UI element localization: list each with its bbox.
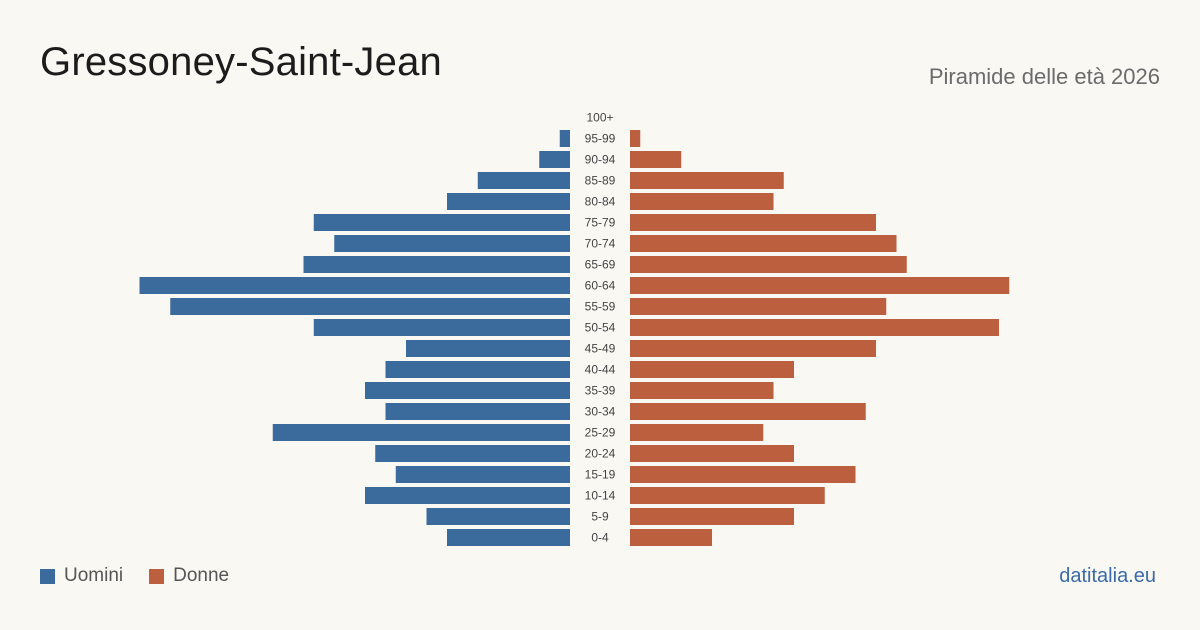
bar-women-90-94 [630, 151, 682, 168]
bar-men-55-59 [170, 298, 570, 315]
bar-women-35-39 [630, 382, 774, 399]
age-label: 75-79 [585, 216, 616, 230]
bar-women-80-84 [630, 193, 774, 210]
bar-men-25-29 [272, 424, 570, 441]
bar-men-70-74 [334, 235, 570, 252]
age-label: 5-9 [591, 510, 609, 524]
bar-men-75-79 [313, 214, 570, 231]
bar-women-75-79 [630, 214, 876, 231]
age-label: 35-39 [585, 384, 616, 398]
age-label: 85-89 [585, 174, 616, 188]
bar-women-85-89 [630, 172, 784, 189]
legend: Uomini Donne [40, 565, 229, 587]
bar-men-5-9 [426, 508, 570, 525]
bar-men-0-4 [447, 529, 570, 546]
age-label: 20-24 [585, 447, 616, 461]
bar-women-30-34 [630, 403, 866, 420]
legend-label-women: Donne [173, 565, 230, 586]
age-label: 60-64 [585, 279, 616, 293]
bar-women-55-59 [630, 298, 887, 315]
bar-men-30-34 [385, 403, 570, 420]
bar-men-90-94 [539, 151, 570, 168]
age-label: 80-84 [585, 195, 616, 209]
bar-men-65-69 [303, 256, 570, 273]
age-label: 25-29 [585, 426, 616, 440]
age-label: 95-99 [585, 132, 616, 146]
legend-swatch-women [149, 568, 165, 584]
bar-women-95-99 [630, 130, 641, 147]
age-label: 30-34 [585, 405, 616, 419]
age-label: 50-54 [585, 321, 616, 335]
bar-women-15-19 [630, 466, 856, 483]
age-label: 90-94 [585, 153, 616, 167]
bar-women-65-69 [630, 256, 907, 273]
chart-subtitle: Piramide delle età 2026 [928, 64, 1160, 89]
bar-men-80-84 [447, 193, 570, 210]
site-link[interactable]: datitalia.eu [1059, 565, 1156, 587]
bar-men-20-24 [375, 445, 570, 462]
bar-women-0-4 [630, 529, 712, 546]
bar-women-20-24 [630, 445, 794, 462]
bar-women-50-54 [630, 319, 999, 336]
age-label: 45-49 [585, 342, 616, 356]
bar-men-40-44 [385, 361, 570, 378]
population-pyramid-chart: 100+ 95-99 90-94 85-89 80-84 75-79 70-74 65-69 6… [139, 111, 1010, 546]
page-title: Gressoney-Saint-Jean [40, 40, 442, 84]
bar-men-50-54 [313, 319, 570, 336]
bar-men-15-19 [395, 466, 570, 483]
age-label: 70-74 [585, 237, 616, 251]
bar-women-70-74 [630, 235, 897, 252]
age-label: 10-14 [585, 489, 616, 503]
bar-women-60-64 [630, 277, 1010, 294]
age-label: 55-59 [585, 300, 616, 314]
age-label: 100+ [586, 111, 613, 125]
bar-men-95-99 [559, 130, 570, 147]
bar-women-40-44 [630, 361, 794, 378]
bar-men-35-39 [365, 382, 570, 399]
bar-women-45-49 [630, 340, 876, 357]
age-label: 15-19 [585, 468, 616, 482]
legend-item-women: Donne [149, 565, 229, 587]
bar-men-10-14 [365, 487, 570, 504]
bar-women-25-29 [630, 424, 764, 441]
legend-swatch-men [40, 568, 55, 584]
age-label: 40-44 [585, 363, 616, 377]
bar-women-10-14 [630, 487, 825, 504]
bar-men-85-89 [477, 172, 570, 189]
bar-women-5-9 [630, 508, 794, 525]
age-label: 0-4 [591, 531, 609, 545]
legend-item-men: Uomini [40, 565, 123, 587]
bar-men-45-49 [406, 340, 570, 357]
age-label: 65-69 [585, 258, 616, 272]
legend-label-men: Uomini [64, 565, 124, 586]
bar-men-60-64 [139, 277, 570, 294]
